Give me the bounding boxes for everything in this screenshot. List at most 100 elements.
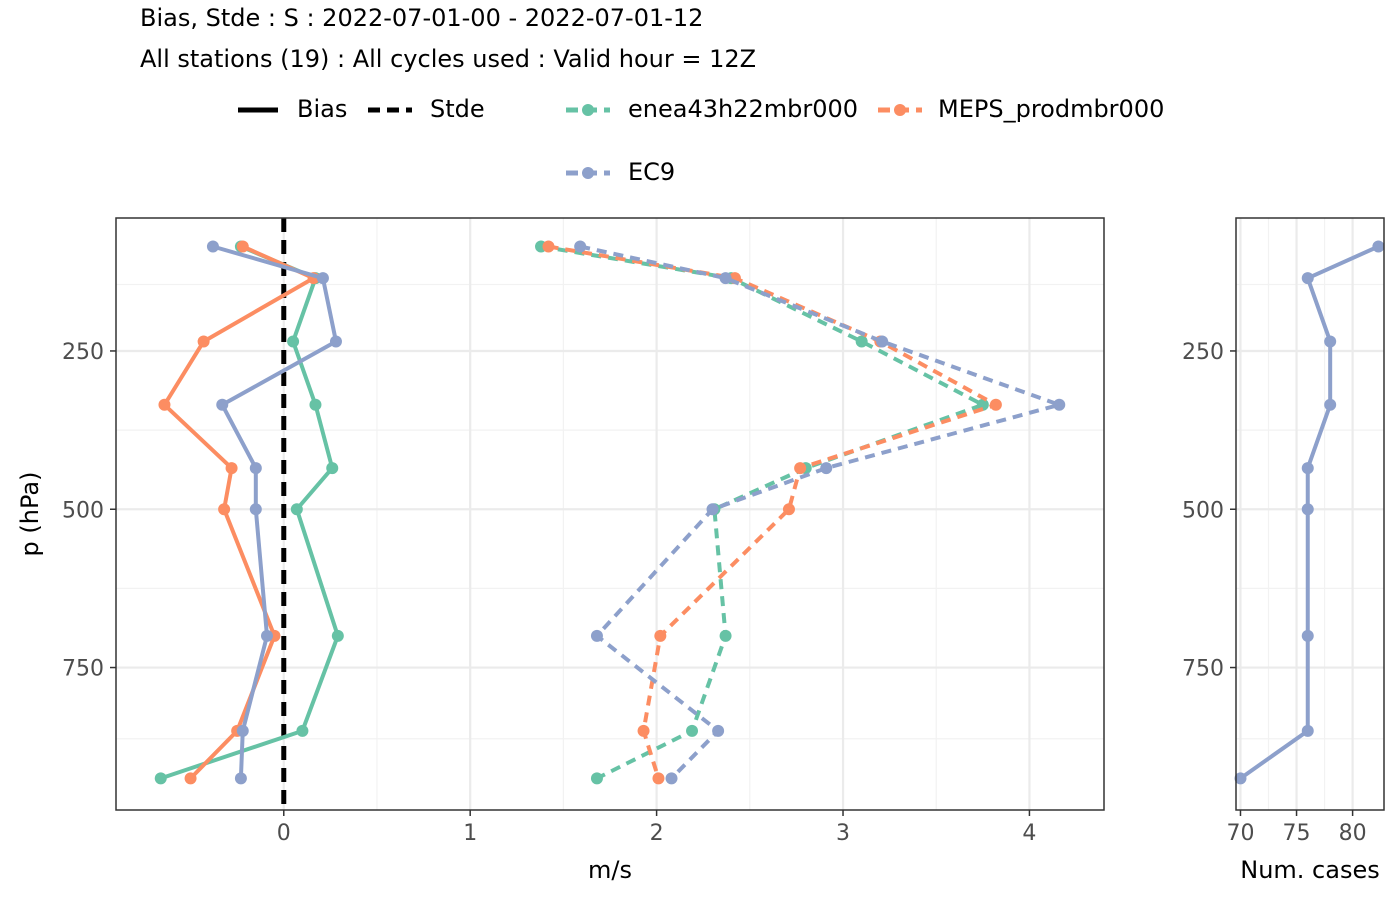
main-point-meps-prodmbr000-stde	[989, 398, 1002, 411]
cases-point-ec9	[1234, 772, 1247, 785]
cases-line-ec9	[1239, 244, 1380, 780]
main-point-enea43h22mbr000-stde	[719, 629, 732, 642]
cases-tick-label-y: 250	[1182, 340, 1224, 365]
legend-label-meps: MEPS_prodmbr000	[938, 95, 1165, 123]
main-line-ec9-stde	[579, 244, 1062, 780]
main-point-enea43h22mbr000-bias	[309, 398, 322, 411]
main-point-enea43h22mbr000-stde	[725, 272, 738, 285]
main-point-enea43h22mbr000-stde	[535, 240, 548, 253]
cases-tick-label-x: 75	[1283, 821, 1311, 846]
main-tick-label-y: 500	[62, 498, 104, 523]
cases-point-ec9	[1301, 724, 1314, 737]
main-point-enea43h22mbr000-bias	[234, 240, 247, 253]
cases-point-ec9	[1372, 240, 1385, 253]
main-tick-label-x: 2	[650, 821, 664, 846]
main-point-meps-prodmbr000-bias	[218, 503, 231, 516]
chart-title: Bias, Stde : S : 2022-07-01-00 - 2022-07…	[140, 4, 704, 32]
main-point-enea43h22mbr000-stde	[799, 462, 812, 475]
main-point-ec9-bias	[329, 335, 342, 348]
main-tick-label-x: 0	[277, 821, 291, 846]
cases-point-ec9	[1301, 272, 1314, 285]
main-tick-label-x: 4	[1022, 821, 1036, 846]
main-point-ec9-stde	[590, 629, 603, 642]
main-line-enea43h22mbr000-stde	[540, 244, 985, 781]
cases-x-axis-label: Num. cases	[1240, 856, 1379, 884]
main-point-ec9-bias	[216, 398, 229, 411]
main-point-ec9-bias	[249, 503, 262, 516]
main-line-meps-prodmbr000-stde	[548, 244, 998, 779]
main-point-ec9-stde	[706, 503, 719, 516]
main-point-meps-prodmbr000-stde	[794, 462, 807, 475]
main-point-enea43h22mbr000-bias	[309, 272, 322, 285]
main-point-meps-prodmbr000-stde	[542, 240, 555, 253]
main-tick-label-y: 750	[62, 657, 104, 682]
main-point-meps-prodmbr000-bias	[307, 272, 320, 285]
cases-tick-label-y: 750	[1182, 657, 1224, 682]
main-point-ec9-bias	[260, 629, 273, 642]
main-point-ec9-bias	[234, 772, 247, 785]
main-point-meps-prodmbr000-stde	[782, 503, 795, 516]
main-point-enea43h22mbr000-stde	[976, 398, 989, 411]
cases-point-ec9	[1324, 335, 1337, 348]
cases-point-ec9	[1301, 462, 1314, 475]
cases-tick-label-y: 500	[1182, 498, 1224, 523]
main-point-enea43h22mbr000-stde	[708, 503, 721, 516]
legend-key-ec9	[566, 167, 610, 179]
main-tick-label-x: 3	[836, 821, 850, 846]
legend-label-bias: Bias	[297, 95, 348, 123]
main-point-enea43h22mbr000-stde	[590, 772, 603, 785]
main-point-enea43h22mbr000-bias	[326, 462, 339, 475]
main-point-ec9-stde	[712, 724, 725, 737]
chart-subtitle: All stations (19) : All cycles used : Va…	[140, 45, 757, 73]
cases-tick-label-x: 70	[1226, 821, 1254, 846]
main-point-meps-prodmbr000-stde	[637, 724, 650, 737]
main-point-meps-prodmbr000-bias	[268, 629, 281, 642]
main-point-meps-prodmbr000-bias	[158, 398, 171, 411]
main-point-ec9-stde	[665, 772, 678, 785]
legend-key-enea	[566, 104, 610, 116]
main-point-ec9-stde	[1053, 398, 1066, 411]
main-point-ec9-bias	[206, 240, 219, 253]
main-point-meps-prodmbr000-stde	[652, 772, 665, 785]
main-point-meps-prodmbr000-stde	[654, 629, 667, 642]
main-tick-label-y: 250	[62, 340, 104, 365]
main-tick-label-x: 1	[463, 821, 477, 846]
main-point-ec9-stde	[820, 462, 833, 475]
main-point-enea43h22mbr000-bias	[296, 724, 309, 737]
cases-panel-border	[1235, 217, 1385, 811]
main-point-meps-prodmbr000-stde	[874, 335, 887, 348]
main-point-meps-prodmbr000-bias	[231, 724, 244, 737]
main-y-axis-label: p (hPa)	[16, 472, 44, 557]
cases-point-ec9	[1301, 503, 1314, 516]
legend-label-ec9: EC9	[628, 158, 676, 186]
main-point-enea43h22mbr000-stde	[686, 724, 699, 737]
main-point-enea43h22mbr000-stde	[855, 335, 868, 348]
legend-key-stde	[368, 107, 412, 113]
legend-key-bias	[238, 107, 278, 113]
main-panel-border	[115, 217, 1105, 811]
main-point-ec9-bias	[249, 462, 262, 475]
main-point-ec9-stde	[719, 272, 732, 285]
main-point-ec9-bias	[236, 724, 249, 737]
legend-key-meps	[878, 104, 922, 116]
main-point-enea43h22mbr000-bias	[154, 772, 167, 785]
main-point-meps-prodmbr000-bias	[225, 462, 238, 475]
main-line-ec9-bias	[212, 244, 338, 779]
cases-tick-label-x: 80	[1339, 821, 1367, 846]
main-point-ec9-bias	[316, 272, 329, 285]
legend-label-stde: Stde	[430, 95, 485, 123]
main-line-enea43h22mbr000-bias	[160, 244, 340, 781]
main-point-enea43h22mbr000-bias	[290, 503, 303, 516]
legend: Bias Stde enea43h22mbr000 MEPS_prodmbr00…	[0, 90, 1400, 200]
main-point-meps-prodmbr000-bias	[236, 240, 249, 253]
main-point-ec9-stde	[876, 335, 889, 348]
cases-point-ec9	[1301, 629, 1314, 642]
main-point-meps-prodmbr000-bias	[197, 335, 210, 348]
legend-label-enea: enea43h22mbr000	[628, 95, 859, 123]
main-x-axis-label: m/s	[588, 856, 632, 884]
main-point-meps-prodmbr000-bias	[184, 772, 197, 785]
main-point-enea43h22mbr000-bias	[331, 629, 344, 642]
main-point-meps-prodmbr000-stde	[728, 272, 741, 285]
main-point-enea43h22mbr000-bias	[287, 335, 300, 348]
cases-point-ec9	[1324, 398, 1337, 411]
